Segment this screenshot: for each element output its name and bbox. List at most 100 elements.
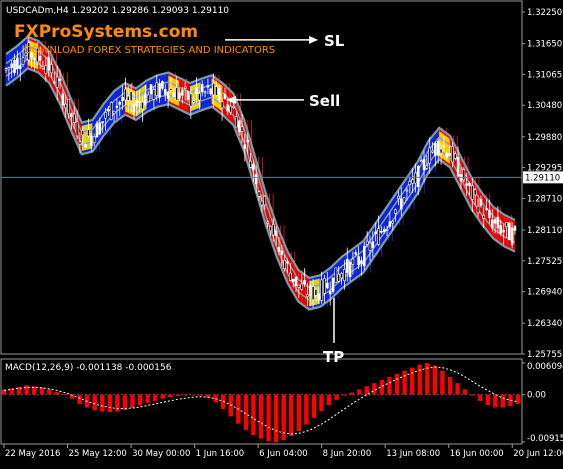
candle-body xyxy=(223,94,227,100)
band-upper-edge xyxy=(5,35,516,280)
macd-bar xyxy=(296,394,301,431)
candle-body xyxy=(192,100,195,103)
candle-body xyxy=(186,91,190,101)
band-lower-edge xyxy=(5,67,516,311)
candle-body xyxy=(13,60,16,73)
candle-body xyxy=(399,198,403,210)
candle-body xyxy=(306,294,309,297)
candle-body xyxy=(175,87,178,101)
price-tick-label: 1.29295 xyxy=(527,164,562,174)
macd-bar xyxy=(341,394,347,396)
sell-arrow-head xyxy=(226,95,236,104)
macd-tick-label: 0.006094 xyxy=(527,362,563,372)
candle-body xyxy=(212,83,215,96)
candle-body xyxy=(419,160,423,162)
price-tick-label: 1.27525 xyxy=(527,257,562,267)
candle-body xyxy=(397,195,400,199)
candle-body xyxy=(362,245,366,267)
candle-body xyxy=(289,272,292,281)
macd-bar xyxy=(183,394,188,396)
candle-body xyxy=(496,216,500,229)
candle-body xyxy=(235,116,238,128)
candle-body xyxy=(81,130,85,136)
candle-body xyxy=(263,195,267,206)
candle-body xyxy=(513,226,517,231)
candle-body xyxy=(371,241,375,248)
candle-body xyxy=(109,102,113,120)
candle-body xyxy=(348,261,352,278)
candle-body xyxy=(485,208,488,210)
macd-bar xyxy=(447,376,453,395)
candle-body xyxy=(439,148,443,154)
candle-body xyxy=(112,110,116,114)
candle-body xyxy=(320,279,323,301)
time-tick-label: 20 Jun 12:00 xyxy=(513,449,563,459)
candle-body xyxy=(7,67,11,70)
macd-title: MACD(12,26,9) -0.001138 -0.000156 xyxy=(5,363,172,373)
candle-body xyxy=(141,101,144,110)
candle-body xyxy=(232,105,235,109)
macd-signal-line xyxy=(3,366,519,435)
candle-body xyxy=(183,86,187,89)
candle-body xyxy=(314,289,318,296)
candle-body xyxy=(451,146,454,163)
candle-body xyxy=(377,228,380,245)
current-price-label: 1.29110 xyxy=(525,173,560,183)
candle-body xyxy=(87,129,90,137)
candle-body xyxy=(382,229,386,233)
symbol-header: USDCADm,H4 1.29202 1.29286 1.29093 1.291… xyxy=(6,6,229,16)
price-tick-label: 1.26340 xyxy=(527,319,562,329)
candle-body xyxy=(380,230,383,233)
candle-body xyxy=(351,258,355,265)
candle-body xyxy=(121,97,124,102)
candle-body xyxy=(198,93,201,101)
current-price-box xyxy=(523,171,563,184)
candle-body xyxy=(75,121,79,137)
candle-body xyxy=(101,121,104,124)
tp-label: TP xyxy=(323,348,344,366)
candle-body xyxy=(178,92,181,99)
time-tick-label: 8 Jun 20:00 xyxy=(323,449,372,459)
candle-body xyxy=(308,285,312,296)
candle-body xyxy=(465,183,468,187)
candle-body xyxy=(246,139,250,143)
candle-body xyxy=(78,141,82,145)
candle-body xyxy=(53,81,56,84)
candle-body xyxy=(129,91,133,102)
macd-bar xyxy=(508,394,513,406)
candle-body xyxy=(405,189,409,192)
candle-body xyxy=(72,113,76,124)
candle-body xyxy=(33,58,36,60)
candle-body xyxy=(4,68,8,71)
candle-body xyxy=(269,226,272,232)
macd-bar xyxy=(485,394,490,405)
macd-bar xyxy=(160,394,165,399)
candle-body xyxy=(161,81,164,89)
candle-body xyxy=(257,191,261,197)
candle-body xyxy=(169,88,173,91)
macd-axis: 0.006094 0.00 -0.009152 xyxy=(522,362,563,444)
candle-body xyxy=(38,55,42,61)
candle-body xyxy=(24,52,28,57)
candle-body xyxy=(425,165,429,169)
candle-body xyxy=(394,209,397,214)
candle-body xyxy=(473,189,477,196)
candle-body xyxy=(189,93,193,107)
candle-body xyxy=(294,276,298,286)
macd-bar xyxy=(100,394,105,412)
macd-bar xyxy=(24,385,29,395)
candle-body xyxy=(55,76,59,88)
candle-body xyxy=(505,222,508,228)
candle-body xyxy=(317,293,321,301)
macd-bar xyxy=(364,386,370,395)
candle-body xyxy=(35,47,39,63)
macd-bar xyxy=(77,394,82,404)
candle-body xyxy=(453,153,457,159)
candle-body xyxy=(16,57,19,70)
candle-body xyxy=(41,66,45,70)
candle-body xyxy=(360,260,363,264)
candle-body xyxy=(149,84,153,95)
candle-body xyxy=(374,231,377,235)
macd-bar xyxy=(122,394,128,411)
candle-body xyxy=(488,210,491,219)
